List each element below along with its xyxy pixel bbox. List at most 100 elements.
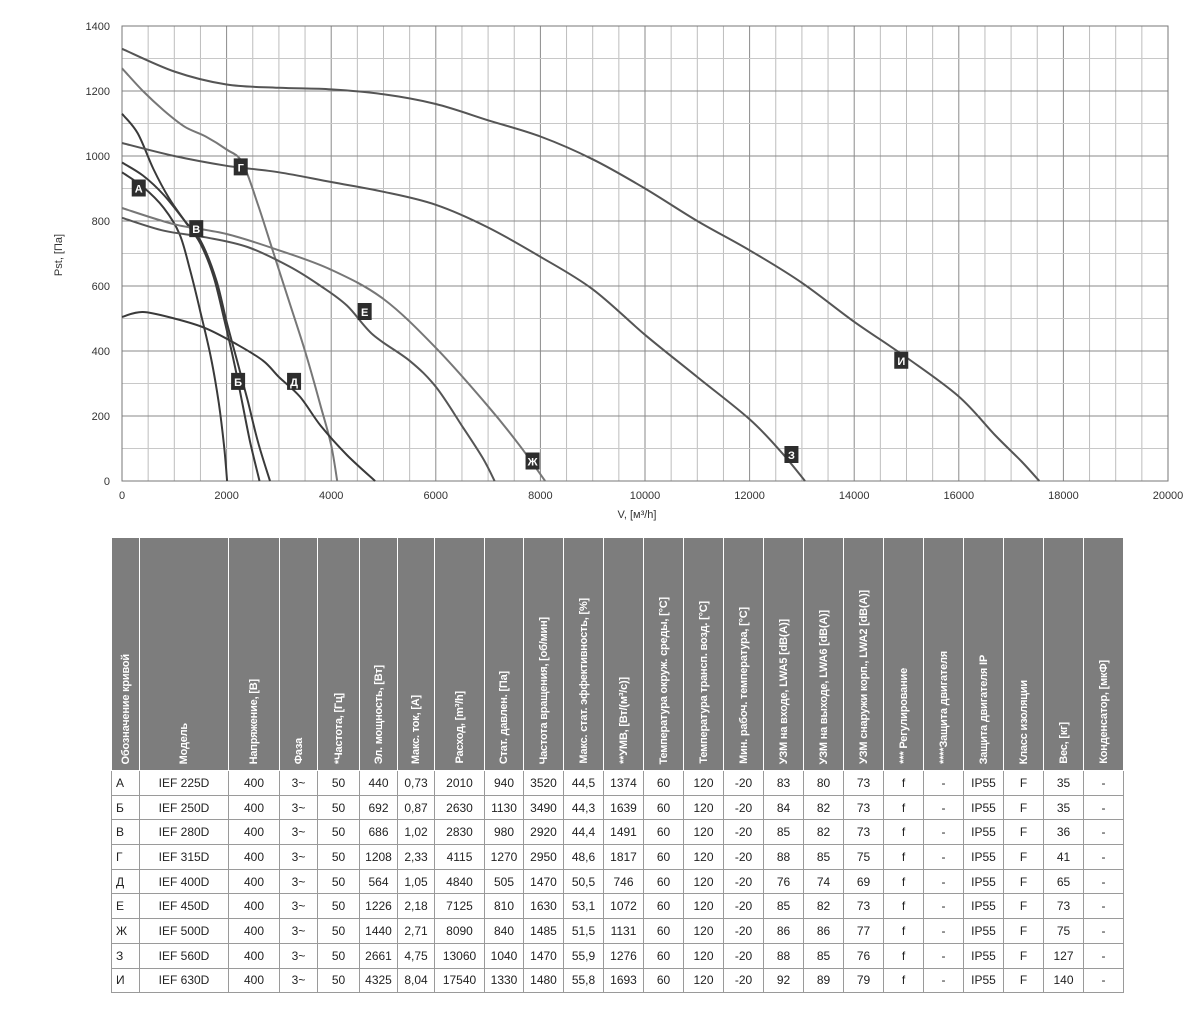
column-header-label: Класс изоляции (1017, 679, 1030, 764)
column-header: Конденсатор, [мкФ] (1083, 537, 1124, 771)
curve-label: Е (361, 307, 368, 319)
table-cell: 1270 (484, 844, 524, 870)
table-cell: IEF 500D (139, 918, 229, 944)
table-cell: 2920 (523, 819, 564, 846)
table-row: Д IEF 400D 400 3~ 50 564 1,05 4840 505 1470 50,5 74… (111, 868, 1124, 895)
table-cell: - (923, 794, 964, 821)
table-cell: 60 (643, 868, 684, 895)
table-cell: IEF 400D (139, 868, 229, 895)
column-header: Модель (139, 537, 229, 771)
spec-table: Обозначение кривой Модель Напряжение, [В] Ф… (111, 537, 1124, 994)
table-cell: 3490 (523, 794, 564, 821)
table-cell: 1330 (484, 967, 524, 994)
column-header: Макс. стат. эффективность, [%] (563, 537, 604, 771)
table-cell: f (883, 868, 924, 895)
y-axis-ticks: 0 200 400 600 800 1000 1200 1400 (86, 21, 110, 488)
table-cell: f (883, 844, 924, 870)
column-header: Температура окруж. среды, [°C] (643, 537, 684, 771)
table-cell: IP55 (963, 893, 1004, 920)
table-row: А IEF 225D 400 3~ 50 440 0,73 2010 940 3520 44,5 13… (111, 770, 1124, 796)
table-cell: 2,71 (397, 918, 435, 944)
table-cell: 73 (843, 770, 884, 796)
column-header-label: *Частота, [Гц] (332, 692, 345, 764)
table-cell: - (1083, 918, 1124, 944)
table-cell: - (923, 967, 964, 994)
x-tick-label: 20000 (1153, 490, 1184, 502)
table-cell: 0,73 (397, 770, 435, 796)
table-cell: 86 (803, 918, 844, 944)
x-tick-label: 10000 (630, 490, 661, 502)
table-cell: 1480 (523, 967, 564, 994)
table-cell: 3~ (279, 942, 318, 969)
table-cell: 60 (643, 918, 684, 944)
curve-label-box (525, 452, 540, 470)
table-cell: 60 (643, 794, 684, 821)
table-cell: 50 (317, 893, 360, 920)
x-tick-label: 2000 (214, 490, 238, 502)
column-header: Температура трансп. возд. [°C] (683, 537, 724, 771)
column-header: Защита двигателя IP (963, 537, 1004, 771)
table-cell: 120 (683, 770, 724, 796)
table-cell: 8090 (434, 918, 485, 944)
table-cell: 50,5 (563, 868, 604, 895)
table-cell: 88 (763, 942, 804, 969)
performance-chart: 0 2000 4000 6000 8000 10000 12000 14000 16000 180… (53, 21, 1184, 521)
table-cell: IEF 250D (139, 794, 229, 821)
curve-line (121, 47, 1041, 482)
table-cell: 3~ (279, 770, 318, 796)
curve-label: Б (234, 377, 242, 389)
table-cell: 3~ (279, 794, 318, 821)
table-cell: 60 (643, 942, 684, 969)
table-cell: 50 (317, 844, 360, 870)
x-tick-label: 12000 (734, 490, 765, 502)
table-cell: 1,02 (397, 819, 435, 846)
table-cell: 73 (843, 794, 884, 821)
table-cell: - (923, 918, 964, 944)
table-cell: 810 (484, 893, 524, 920)
table-cell: 44,3 (563, 794, 604, 821)
table-cell: 1072 (603, 893, 644, 920)
column-header-label: ****Защита двигателя (937, 651, 950, 764)
table-cell: 3~ (279, 868, 318, 895)
table-cell: 3~ (279, 967, 318, 994)
table-cell: 120 (683, 893, 724, 920)
table-cell: 60 (643, 819, 684, 846)
curve-label-box (894, 351, 909, 369)
table-row: И IEF 630D 400 3~ 50 4325 8,04 17540 1330 1480 55,… (111, 967, 1124, 994)
table-cell: IEF 315D (139, 844, 229, 870)
table-cell: 1226 (359, 893, 398, 920)
table-cell: 69 (843, 868, 884, 895)
table-cell: 2630 (434, 794, 485, 821)
table-cell: 60 (643, 844, 684, 870)
y-tick-label: 600 (92, 281, 110, 293)
table-cell: 1693 (603, 967, 644, 994)
table-cell: - (1083, 770, 1124, 796)
table-cell: 86 (763, 918, 804, 944)
table-cell: -20 (723, 819, 764, 846)
table-cell: 3~ (279, 893, 318, 920)
table-cell: 1491 (603, 819, 644, 846)
table-cell: IP55 (963, 844, 1004, 870)
table-cell: 0,87 (397, 794, 435, 821)
table-cell: 1440 (359, 918, 398, 944)
curve-label: З (788, 450, 795, 462)
column-header: **УМВ, [Вт/(м³/с)] (603, 537, 644, 771)
table-cell: Е (111, 893, 140, 920)
column-header-label: Напряжение, [В] (248, 678, 260, 764)
curve-label-box (357, 303, 372, 320)
column-header-label: Макс. стат. эффективность, [%] (577, 598, 590, 764)
column-header-label: Модель (178, 722, 190, 764)
table-cell: 74 (803, 868, 844, 895)
table-cell: f (883, 770, 924, 796)
table-cell: 686 (359, 819, 398, 846)
table-cell: 50 (317, 770, 360, 796)
y-tick-label: 1400 (86, 21, 110, 33)
table-cell: - (1083, 967, 1124, 994)
y-axis-label: Pst, [Па] (53, 234, 65, 276)
table-cell: 2830 (434, 819, 485, 846)
column-header-label: Частота вращения, [об/мин] (537, 616, 550, 764)
table-cell: 746 (603, 868, 644, 895)
x-tick-label: 18000 (1048, 490, 1079, 502)
table-cell: 2661 (359, 942, 398, 969)
table-cell: 51,5 (563, 918, 604, 944)
